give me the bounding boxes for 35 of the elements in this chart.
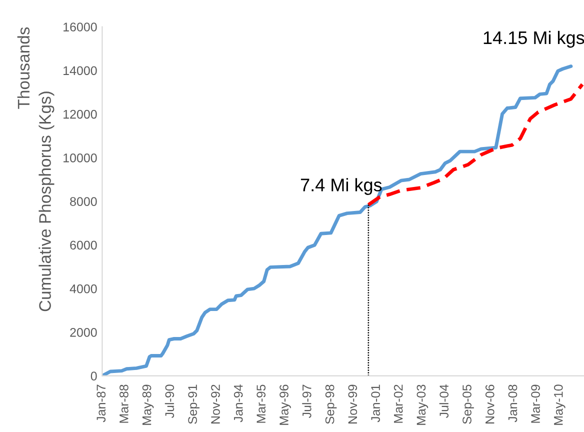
annotation: 7.4 Mi kgs [300,178,382,195]
y-tick-label: 2000 [70,328,97,337]
line-series [102,64,573,376]
y-tick-label: 6000 [70,240,97,250]
x-tick-label: Mar-09 [531,384,540,423]
x-tick-label: Nov-92 [211,384,220,424]
x-tick-label: Jan-94 [234,384,243,422]
x-tick-label: May-96 [280,384,291,425]
x-tick-label: Nov-99 [348,384,358,424]
x-tick-label: Mar-95 [256,384,266,423]
x-tick-label: Sep-98 [325,384,337,424]
x-tick-label: May-03 [416,384,428,425]
x-tick-label: Sep-91 [188,384,200,424]
text: Thousands [17,27,30,109]
x-tick-label: Jan-87 [96,384,106,422]
x-tick-label: Jul-90 [164,384,174,418]
y-tick-label: 4000 [70,284,97,294]
annotation: 14.15 Mi kgs [484,30,584,48]
y-tick-label: 10000 [64,153,97,162]
x-tick-label: Jan-08 [508,384,518,422]
x-tick-label: Sep-05 [462,384,474,424]
x-tick-label: Mar-02 [394,384,403,423]
y-tick-label: 0 [90,372,97,380]
y-axis-title: Cumulative Phosphorus (Kgs) [38,92,54,312]
x-tick-label: May-89 [142,384,154,425]
y-tick-label: 14000 [64,66,97,76]
y-tick-label: 8000 [70,197,97,206]
x-tick-label: Jan-01 [371,384,380,422]
x-tick-label: Mar-88 [120,384,128,423]
x-tick-label: May-10 [554,384,566,425]
y-tick-label: 12000 [64,110,97,119]
x-tick-label: Jul-04 [439,384,449,418]
x-tick-label: Nov-06 [485,384,494,424]
x-tick-label: Jul-97 [302,384,312,418]
y-tick-label: 16000 [64,22,97,32]
